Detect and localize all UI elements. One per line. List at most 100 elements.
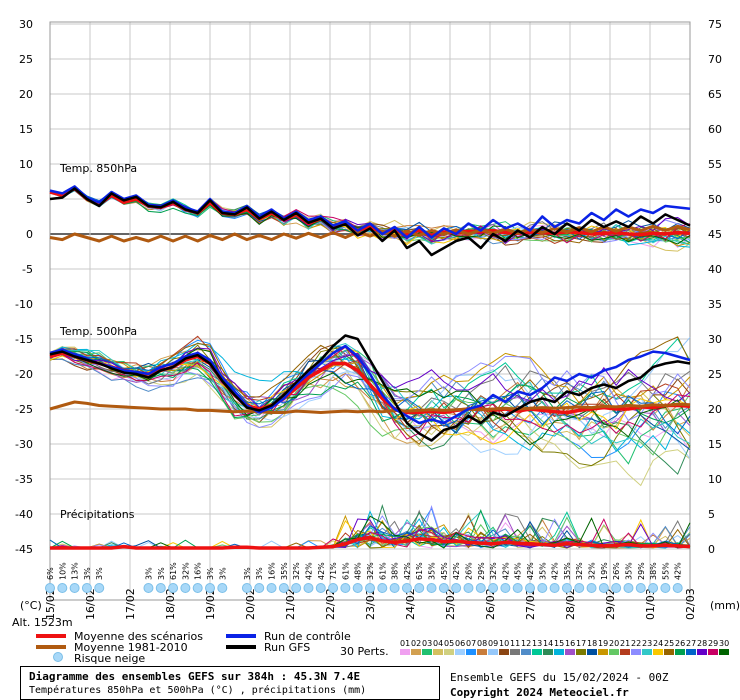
- snow-risk-marker: 42%: [401, 562, 412, 593]
- snow-risk-label: 10%: [58, 562, 67, 580]
- snowflake-icon: [500, 583, 511, 593]
- snow-risk-label: 29%: [477, 562, 486, 580]
- snow-risk-marker: 35%: [623, 562, 634, 593]
- y-left-tick-label: -5: [22, 263, 33, 276]
- perturbation-swatch: [664, 649, 674, 655]
- snow-risk-label: 35%: [428, 562, 437, 580]
- snow-risk-marker: 35%: [561, 562, 572, 593]
- snow-risk-label: 29%: [637, 562, 646, 580]
- x-tick-label: 18/02: [164, 588, 177, 620]
- snowflake-icon: [53, 652, 63, 662]
- perturbation-swatch: [686, 649, 696, 655]
- x-tick-label: 17/02: [124, 588, 137, 620]
- x-tick-label: 23/02: [364, 588, 377, 620]
- footer-subtitle: Températures 850hPa et 500hPa (°C) , pré…: [29, 685, 367, 696]
- y-right-tick-label: 45: [708, 228, 722, 241]
- snow-risk-marker: 32%: [180, 562, 191, 593]
- snowflake-icon: [328, 583, 339, 593]
- snowflake-icon: [672, 583, 683, 593]
- snowflake-icon: [340, 583, 351, 593]
- perturbation-id: 14: [543, 639, 553, 648]
- snowflake-icon: [254, 583, 265, 593]
- footer-box: Diagramme des ensembles GEFS sur 384h : …: [20, 666, 440, 700]
- snow-risk-marker: 6%: [45, 567, 55, 593]
- snowflake-icon: [598, 583, 609, 593]
- snow-risk-label: 3%: [218, 567, 227, 580]
- snow-risk-label: 55%: [661, 562, 670, 580]
- snowflake-icon: [660, 583, 671, 593]
- snowflake-icon: [69, 583, 80, 593]
- perturbation-swatch: [653, 649, 663, 655]
- snowflake-icon: [94, 583, 105, 593]
- snowflake-icon: [155, 583, 166, 593]
- snow-risk-marker: 45%: [438, 562, 449, 593]
- perturbation-swatch: [466, 649, 476, 655]
- snow-risk-label: 42%: [317, 562, 326, 580]
- series-1: [49, 224, 691, 414]
- y-left-unit: (°C): [20, 599, 42, 612]
- perturbation-id: 06: [455, 639, 465, 648]
- t500-line: [49, 352, 691, 435]
- snowflake-icon: [315, 583, 326, 593]
- snowflake-icon: [81, 583, 92, 593]
- snow-risk-label: 35%: [563, 562, 572, 580]
- t500-line: [49, 345, 691, 487]
- y-left-tick-label: 10: [19, 158, 33, 171]
- y-right-tick-label: 15: [708, 438, 722, 451]
- perturbation-swatch: [444, 649, 454, 655]
- perturbation-id: 11: [510, 639, 520, 648]
- x-tick-label: 16/02: [84, 588, 97, 620]
- copyright: Copyright 2024 Meteociel.fr: [450, 686, 629, 699]
- snow-risk-marker: 29%: [635, 562, 646, 593]
- snow-risk-marker: 42%: [500, 562, 511, 593]
- snow-risk-marker: 16%: [266, 562, 277, 593]
- perturbation-swatch: [598, 649, 608, 655]
- snow-risk-label: 13%: [71, 562, 80, 580]
- y-left-tick-label: -35: [15, 473, 33, 486]
- perturbation-swatch: [510, 649, 520, 655]
- perturbation-id: 05: [444, 639, 454, 648]
- snowflake-icon: [611, 583, 622, 593]
- snow-risk-label: 45%: [514, 562, 523, 580]
- snowflake-icon: [45, 583, 55, 593]
- perturbation-id: 17: [576, 639, 586, 648]
- snow-risk-marker: 3%: [205, 567, 215, 593]
- y-left-tick-label: 30: [19, 18, 33, 31]
- y-right-tick-label: 30: [708, 333, 722, 346]
- series-3: [49, 187, 691, 442]
- snowflake-icon: [561, 583, 572, 593]
- snow-risk-label: 32%: [292, 562, 301, 580]
- y-right-tick-label: 55: [708, 158, 722, 171]
- perturbation-swatch: [675, 649, 685, 655]
- x-tick-label: 21/02: [284, 588, 297, 620]
- snow-risk-marker: 32%: [488, 562, 499, 593]
- t500-series-line: [49, 334, 691, 442]
- y-left-tick-label: -15: [15, 333, 33, 346]
- snow-risk-marker: 32%: [586, 562, 597, 593]
- legend-label-control: Run de contrôle: [264, 630, 351, 643]
- perturbation-id: 02: [411, 639, 421, 648]
- snow-risk-label: 71%: [329, 562, 338, 580]
- perturbation-swatch: [411, 649, 421, 655]
- snow-risk-marker: 32%: [365, 562, 375, 593]
- perturbation-id: 09: [488, 639, 498, 648]
- snow-risk-marker: 42%: [315, 562, 326, 593]
- snowflake-icon: [278, 583, 289, 593]
- snow-risk-label: 3%: [83, 567, 92, 580]
- perturbation-swatch: [477, 649, 487, 655]
- snowflake-icon: [549, 583, 560, 593]
- x-tick-label: 24/02: [404, 588, 417, 620]
- snow-risk-label: 61%: [378, 562, 387, 580]
- y-left-tick-label: 20: [19, 88, 33, 101]
- legend-label-gfs: Run GFS: [264, 641, 310, 654]
- snow-risk-marker: 42%: [525, 562, 535, 593]
- perturbation-swatch: [587, 649, 597, 655]
- perturbation-id: 28: [697, 639, 707, 648]
- snow-risk-label: 32%: [489, 562, 498, 580]
- perturbation-id: 13: [532, 639, 542, 648]
- snow-risk-marker: 38%: [389, 562, 400, 593]
- snowflake-icon: [438, 583, 449, 593]
- snowflake-icon: [291, 583, 302, 593]
- snowflake-icon: [365, 583, 375, 593]
